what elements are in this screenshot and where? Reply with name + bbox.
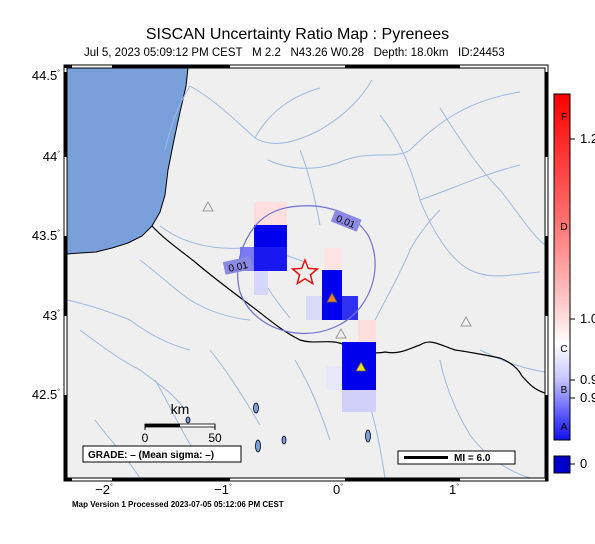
seismic-stations — [202, 200, 472, 372]
grade-box: GRADE: – (Mean sigma: –) — [82, 445, 242, 463]
scale-bar: km 0 50 — [142, 401, 222, 445]
lon-label: 0° — [332, 482, 344, 497]
mi-legend: MI = 6.0 — [397, 450, 516, 465]
national-border — [151, 225, 545, 394]
rivers — [67, 79, 545, 478]
lakes — [185, 402, 371, 453]
grade-letter-f: F — [560, 112, 568, 123]
station-icon — [335, 327, 347, 339]
uncertainty-contour — [237, 205, 376, 335]
grade-letter-b: B — [560, 385, 568, 396]
colorbar-value: 0 — [580, 456, 588, 471]
event-id: ID:24453 — [458, 47, 505, 59]
scale-unit: km — [171, 401, 190, 417]
station-icon — [202, 200, 214, 212]
grade-letter-d: D — [560, 222, 568, 233]
mi-legend-text: MI = 6.0 — [454, 453, 491, 464]
colorbar — [553, 93, 575, 474]
lat-label: 42.5° — [31, 387, 60, 402]
lon-label: −2° — [95, 482, 113, 497]
svg-text:0.01: 0.01 — [228, 260, 250, 275]
grade-letter-c: C — [560, 344, 568, 355]
lat-label: 43.5° — [31, 228, 60, 243]
grade-text: GRADE: – (Mean sigma: –) — [88, 450, 214, 461]
map-title: SISCAN Uncertainty Ratio Map : Pyrenees — [145, 26, 450, 43]
event-magnitude: M 2.2 — [252, 47, 281, 59]
colorbar-value: 1.2 — [580, 131, 595, 146]
lat-label: 44° — [42, 149, 60, 164]
scale-max: 50 — [208, 431, 222, 445]
station-active-icon — [326, 292, 338, 303]
colorbar-value: 1.0 — [580, 311, 595, 326]
lon-label: −1° — [214, 482, 232, 497]
event-date: Jul 5, 2023 05:09:12 PM CEST — [84, 47, 243, 59]
event-depth: Depth: 18.0km — [373, 47, 449, 59]
epicenter-star-icon — [290, 257, 320, 286]
contour-label-2: 0.01 — [222, 256, 253, 275]
lat-label: 44.5° — [31, 68, 60, 83]
map-frame — [63, 64, 549, 482]
scale-min: 0 — [142, 431, 149, 445]
event-info: Jul 5, 2023 05:09:12 PM CEST M 2.2 N43.2… — [84, 47, 564, 59]
lon-label: 1° — [448, 482, 460, 497]
colorbar-value: 0.9 — [580, 372, 595, 387]
event-location: N43.26 W0.28 — [290, 47, 365, 59]
colorbar-value: 0.9 — [580, 390, 595, 405]
lat-label: 43° — [42, 308, 60, 323]
processing-footer: Map Version 1 Processed 2023-07-05 05:12… — [72, 500, 284, 509]
station-yellow-icon — [355, 361, 367, 372]
station-icon — [460, 315, 472, 327]
grade-letter-a: A — [560, 422, 568, 433]
